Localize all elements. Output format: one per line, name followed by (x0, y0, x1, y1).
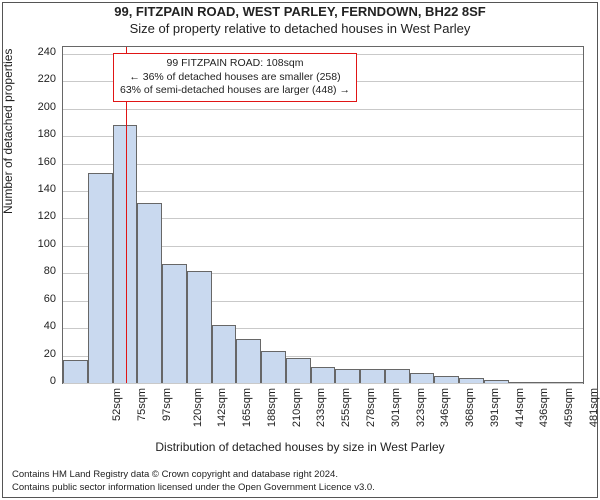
bar (484, 380, 509, 383)
bar (311, 367, 336, 383)
x-tick-label: 75sqm (136, 388, 148, 421)
bar (335, 369, 360, 383)
bar (509, 382, 534, 383)
y-tick-label: 100 (26, 238, 56, 250)
y-tick-label: 20 (26, 348, 56, 360)
y-axis-label: Number of detached properties (1, 49, 15, 214)
annotation-box: 99 FITZPAIN ROAD: 108sqm ← 36% of detach… (113, 53, 357, 102)
x-tick-label: 52sqm (111, 388, 123, 421)
bar (187, 271, 212, 383)
footer-line1: Contains HM Land Registry data © Crown c… (12, 469, 588, 481)
x-tick-label: 97sqm (161, 388, 173, 421)
bar (360, 369, 385, 383)
x-tick-label: 165sqm (241, 388, 253, 427)
x-tick-label: 391sqm (489, 388, 501, 427)
y-tick-label: 160 (26, 156, 56, 168)
bar (434, 376, 459, 383)
x-tick-label: 142sqm (217, 388, 229, 427)
bar (410, 373, 435, 383)
x-tick-label: 436sqm (538, 388, 550, 427)
bar (286, 358, 311, 383)
y-tick-label: 200 (26, 101, 56, 113)
bar (63, 360, 88, 383)
bar (261, 351, 286, 383)
bar (459, 378, 484, 383)
y-tick-label: 140 (26, 183, 56, 195)
y-tick-label: 180 (26, 128, 56, 140)
x-tick-label: 210sqm (291, 388, 303, 427)
y-tick-label: 220 (26, 73, 56, 85)
x-tick-label: 255sqm (340, 388, 352, 427)
y-tick-label: 80 (26, 265, 56, 277)
plot-area: 99 FITZPAIN ROAD: 108sqm ← 36% of detach… (62, 46, 584, 384)
y-tick-label: 60 (26, 293, 56, 305)
bar (137, 203, 162, 383)
title-line1: 99, FITZPAIN ROAD, WEST PARLEY, FERNDOWN… (0, 4, 600, 19)
annotation-line2: ← 36% of detached houses are smaller (25… (120, 71, 350, 85)
y-tick-label: 40 (26, 320, 56, 332)
x-axis-label: Distribution of detached houses by size … (0, 440, 600, 454)
y-tick-label: 120 (26, 210, 56, 222)
bar (88, 173, 113, 383)
bar (385, 369, 410, 383)
y-tick-label: 240 (26, 46, 56, 58)
x-tick-label: 323sqm (415, 388, 427, 427)
title-line2: Size of property relative to detached ho… (0, 21, 600, 36)
bar (212, 325, 237, 383)
x-tick-label: 301sqm (390, 388, 402, 427)
x-tick-label: 414sqm (514, 388, 526, 427)
title-block: 99, FITZPAIN ROAD, WEST PARLEY, FERNDOWN… (0, 4, 600, 36)
y-tick-label: 0 (26, 375, 56, 387)
annotation-line1: 99 FITZPAIN ROAD: 108sqm (120, 57, 350, 71)
x-tick-label: 188sqm (266, 388, 278, 427)
x-tick-label: 481sqm (588, 388, 600, 427)
x-tick-label: 120sqm (192, 388, 204, 427)
footer: Contains HM Land Registry data © Crown c… (12, 469, 588, 494)
bar (558, 382, 583, 383)
x-tick-label: 368sqm (464, 388, 476, 427)
x-tick-label: 233sqm (316, 388, 328, 427)
chart-root: 99, FITZPAIN ROAD, WEST PARLEY, FERNDOWN… (0, 0, 600, 500)
bar (113, 125, 138, 383)
gridline (63, 383, 583, 384)
bar (162, 264, 187, 383)
x-tick-label: 459sqm (563, 388, 575, 427)
footer-line2: Contains public sector information licen… (12, 482, 588, 494)
bar (533, 382, 558, 383)
x-tick-label: 346sqm (439, 388, 451, 427)
bar (236, 339, 261, 383)
x-tick-label: 278sqm (365, 388, 377, 427)
annotation-line3: 63% of semi-detached houses are larger (… (120, 84, 350, 98)
